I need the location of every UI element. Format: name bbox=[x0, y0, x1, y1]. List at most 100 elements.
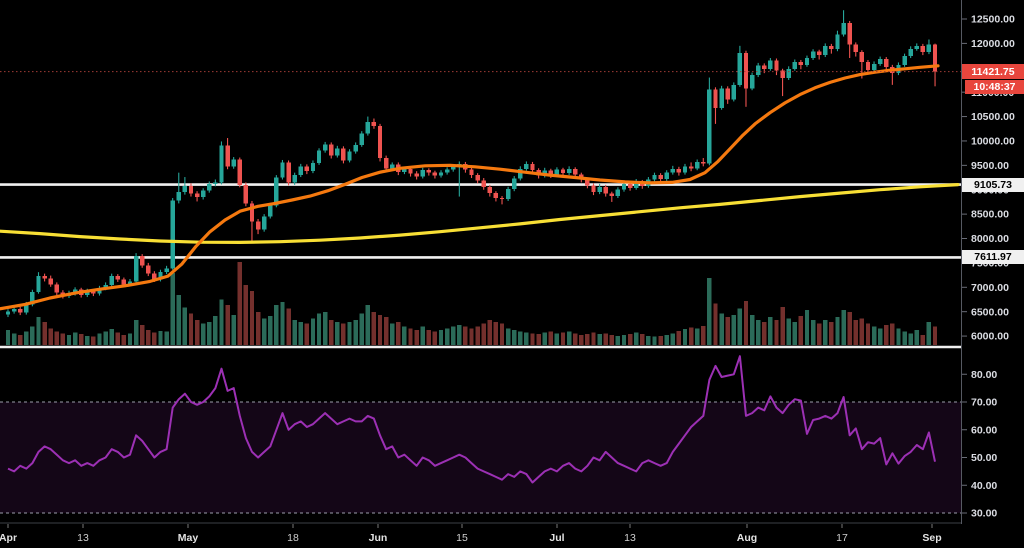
candle[interactable] bbox=[316, 148, 322, 165]
candle[interactable] bbox=[280, 159, 285, 180]
candle[interactable] bbox=[518, 166, 523, 181]
candle[interactable] bbox=[286, 160, 291, 186]
candle[interactable] bbox=[225, 138, 230, 170]
candle[interactable] bbox=[615, 187, 621, 199]
ma-slow-line[interactable] bbox=[0, 183, 960, 244]
candle[interactable] bbox=[530, 161, 535, 174]
candle[interactable] bbox=[146, 262, 151, 277]
candle[interactable] bbox=[847, 20, 852, 59]
candle[interactable] bbox=[713, 87, 718, 124]
candle[interactable] bbox=[383, 155, 389, 172]
rsi-band[interactable] bbox=[0, 401, 962, 514]
candle[interactable] bbox=[176, 172, 181, 204]
candle[interactable] bbox=[701, 158, 706, 167]
candle[interactable] bbox=[329, 142, 334, 159]
candle[interactable] bbox=[792, 59, 797, 71]
level-lines[interactable] bbox=[0, 183, 962, 259]
candle[interactable] bbox=[353, 142, 358, 154]
candle[interactable] bbox=[737, 45, 743, 87]
candle[interactable] bbox=[676, 166, 682, 176]
level-price-badge[interactable]: 9105.73 bbox=[962, 178, 1024, 192]
candle[interactable] bbox=[432, 170, 438, 179]
rsi-line[interactable] bbox=[7, 355, 936, 484]
candle[interactable] bbox=[841, 10, 846, 37]
candle[interactable] bbox=[707, 77, 712, 166]
candle[interactable] bbox=[573, 167, 578, 178]
candle[interactable] bbox=[658, 173, 663, 182]
candle[interactable] bbox=[871, 61, 877, 73]
candle[interactable] bbox=[884, 57, 889, 72]
candle[interactable] bbox=[597, 183, 602, 195]
candle[interactable] bbox=[774, 58, 779, 76]
candle[interactable] bbox=[786, 66, 791, 80]
candle[interactable] bbox=[36, 272, 41, 294]
candle[interactable] bbox=[255, 219, 261, 235]
candle[interactable] bbox=[237, 157, 242, 188]
candle[interactable] bbox=[444, 167, 450, 175]
candle[interactable] bbox=[505, 186, 511, 201]
candle[interactable] bbox=[42, 273, 47, 282]
last-price-badge[interactable]: 11421.75 bbox=[962, 64, 1024, 79]
candle[interactable] bbox=[664, 170, 669, 181]
candle[interactable] bbox=[54, 282, 59, 296]
candle[interactable] bbox=[768, 58, 773, 71]
candle[interactable] bbox=[731, 82, 736, 102]
candle[interactable] bbox=[810, 49, 816, 60]
candle[interactable] bbox=[414, 171, 419, 180]
candle[interactable] bbox=[566, 166, 572, 176]
candle[interactable] bbox=[670, 165, 675, 175]
candle[interactable] bbox=[481, 178, 486, 190]
candle[interactable] bbox=[682, 163, 688, 175]
candle[interactable] bbox=[261, 214, 267, 232]
candle[interactable] bbox=[377, 123, 383, 162]
candle[interactable] bbox=[780, 68, 785, 97]
candle[interactable] bbox=[853, 42, 858, 57]
candle[interactable] bbox=[609, 191, 615, 202]
candle[interactable] bbox=[219, 141, 224, 185]
candle[interactable] bbox=[835, 30, 840, 52]
candle[interactable] bbox=[200, 188, 206, 200]
candle[interactable] bbox=[139, 254, 145, 268]
candle[interactable] bbox=[304, 164, 310, 175]
candle[interactable] bbox=[493, 191, 499, 202]
ma-fast-line[interactable] bbox=[0, 64, 940, 311]
candle[interactable] bbox=[420, 167, 425, 179]
candle[interactable] bbox=[335, 145, 340, 158]
candle[interactable] bbox=[371, 118, 377, 129]
candle[interactable] bbox=[109, 273, 114, 287]
candle[interactable] bbox=[170, 198, 175, 270]
candle[interactable] bbox=[243, 182, 249, 207]
candle[interactable] bbox=[798, 59, 804, 70]
candle[interactable] bbox=[804, 55, 810, 67]
candle[interactable] bbox=[603, 184, 608, 197]
volume-layer[interactable] bbox=[5, 262, 938, 345]
candle[interactable] bbox=[755, 62, 761, 78]
level-price-badge[interactable]: 7611.97 bbox=[962, 250, 1024, 264]
candle[interactable] bbox=[231, 157, 236, 169]
candle[interactable] bbox=[322, 141, 328, 153]
candle[interactable] bbox=[347, 149, 352, 163]
candle[interactable] bbox=[902, 53, 907, 67]
candle[interactable] bbox=[475, 173, 480, 184]
candle[interactable] bbox=[298, 163, 303, 178]
candle[interactable] bbox=[560, 167, 566, 177]
candle[interactable] bbox=[359, 131, 364, 147]
candle[interactable] bbox=[908, 46, 913, 59]
candle[interactable] bbox=[292, 172, 297, 185]
candle[interactable] bbox=[469, 167, 474, 179]
candle[interactable] bbox=[914, 43, 919, 51]
candle[interactable] bbox=[310, 160, 316, 174]
candle[interactable] bbox=[512, 176, 517, 192]
candle[interactable] bbox=[487, 184, 493, 197]
candle[interactable] bbox=[694, 159, 700, 171]
candle[interactable] bbox=[499, 196, 505, 205]
candle[interactable] bbox=[524, 161, 529, 171]
time-axis[interactable]: Apr 13 May 18 Jun 15 Jul 13 Aug 17 Sep bbox=[0, 524, 942, 544]
candle[interactable] bbox=[438, 170, 444, 178]
candle[interactable] bbox=[688, 162, 694, 172]
candle[interactable] bbox=[743, 50, 749, 107]
candle[interactable] bbox=[816, 49, 822, 60]
candle[interactable] bbox=[341, 146, 346, 164]
candle[interactable] bbox=[207, 181, 212, 193]
